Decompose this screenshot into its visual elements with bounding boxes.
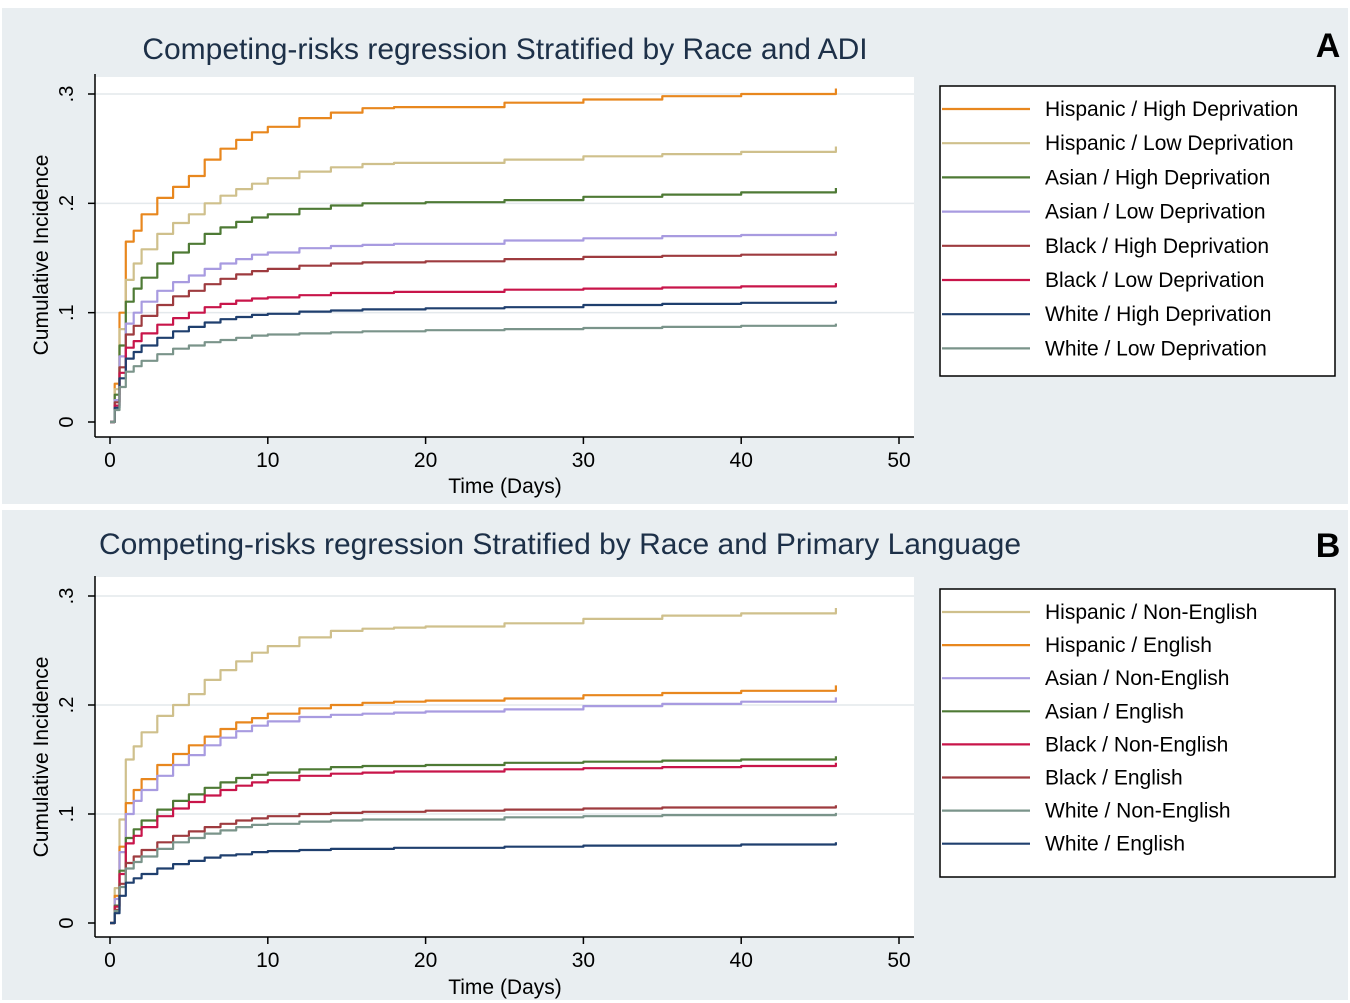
x-tick-label-a: 50 [887, 449, 910, 472]
x-tick-label-a: 40 [730, 449, 753, 472]
y-tick-label-a: .3 [56, 86, 78, 103]
x-tick-label-a: 30 [572, 449, 595, 472]
series-line-b [110, 805, 837, 925]
axes-a: 0 .1 .2 .3 0 10 20 30 40 50 [56, 74, 914, 472]
legend-label-b: Asian / Non-English [1045, 667, 1229, 690]
legend-label-b: White / English [1045, 833, 1185, 856]
y-tick-label-b: .2 [56, 697, 78, 714]
series-line-a [110, 231, 837, 424]
series-line-a [110, 88, 837, 424]
axes-b: 0 .1 .2 .3 0 10 20 30 40 50 [56, 576, 914, 972]
legend-label-b: White / Non-English [1045, 800, 1231, 823]
x-tick-label-a: 20 [414, 449, 437, 472]
y-axis-label-a: Cumulative Incidence [30, 155, 53, 356]
series-line-a [110, 188, 837, 424]
legend-label-a: Hispanic / High Deprivation [1045, 98, 1298, 121]
y-tick-label-b: .3 [56, 588, 78, 605]
legend-label-a: White / Low Deprivation [1045, 337, 1267, 360]
x-tick-label-b: 0 [104, 949, 116, 972]
series-line-a [110, 283, 837, 424]
panel-b-title: Competing-risks regression Stratified by… [99, 528, 1021, 561]
series-line-a [110, 323, 837, 424]
legend-box-b [939, 588, 1336, 878]
y-tick-label-b: .1 [56, 806, 78, 823]
series-line-b [110, 756, 837, 925]
x-axis-label-a: Time (Days) [448, 475, 562, 498]
legend-label-b: Hispanic / Non-English [1045, 601, 1257, 624]
legend-label-a: Black / High Deprivation [1045, 235, 1269, 258]
series-group-b [110, 608, 837, 925]
x-tick-label-b: 20 [414, 949, 437, 972]
legend-box-a [939, 85, 1336, 377]
x-axis-label-b: Time (Days) [448, 976, 562, 999]
plot-area-a [95, 77, 914, 437]
panel-b: Competing-risks regression Stratified by… [30, 527, 1340, 999]
y-tick-label-a: .1 [56, 304, 78, 321]
series-line-b [110, 762, 837, 925]
series-line-a [110, 300, 837, 424]
panel-a-title: Competing-risks regression Stratified by… [142, 33, 867, 66]
y-tick-label-b: 0 [56, 917, 78, 928]
y-tick-label-a: 0 [56, 416, 78, 427]
legend-label-a: Black / Low Deprivation [1045, 269, 1264, 292]
series-line-a [110, 251, 837, 424]
panel-b-letter: B [1316, 527, 1341, 565]
legend-label-a: Hispanic / Low Deprivation [1045, 132, 1294, 155]
legend-label-a: White / High Deprivation [1045, 303, 1271, 326]
x-tick-label-a: 10 [256, 449, 279, 472]
plot-area-b [95, 577, 914, 937]
x-tick-label-b: 30 [572, 949, 595, 972]
legend-label-a: Asian / High Deprivation [1045, 166, 1270, 189]
series-line-a [110, 146, 837, 424]
series-line-b [110, 842, 837, 925]
series-line-b [110, 697, 837, 925]
panel-a-letter: A [1316, 27, 1341, 65]
series-line-b [110, 685, 837, 925]
series-group-a [110, 88, 837, 424]
panel-a: Competing-risks regression Stratified by… [30, 27, 1340, 498]
series-line-b [110, 608, 837, 925]
legend-a: Hispanic / High Deprivation Hispanic / Lo… [939, 85, 1336, 377]
x-tick-label-a: 0 [104, 449, 116, 472]
legend-label-b: Black / English [1045, 767, 1183, 790]
legend-label-b: Black / Non-English [1045, 733, 1228, 756]
y-tick-label-a: .2 [56, 195, 78, 212]
series-line-b [110, 812, 837, 925]
y-axis-label-b: Cumulative Incidence [30, 657, 53, 858]
x-tick-label-b: 40 [730, 949, 753, 972]
legend-b: Hispanic / Non-English Hispanic / English… [939, 588, 1336, 878]
x-tick-label-b: 10 [256, 949, 279, 972]
legend-label-b: Asian / English [1045, 700, 1184, 723]
legend-label-a: Asian / Low Deprivation [1045, 201, 1266, 224]
legend-label-b: Hispanic / English [1045, 634, 1212, 657]
x-tick-label-b: 50 [887, 949, 910, 972]
